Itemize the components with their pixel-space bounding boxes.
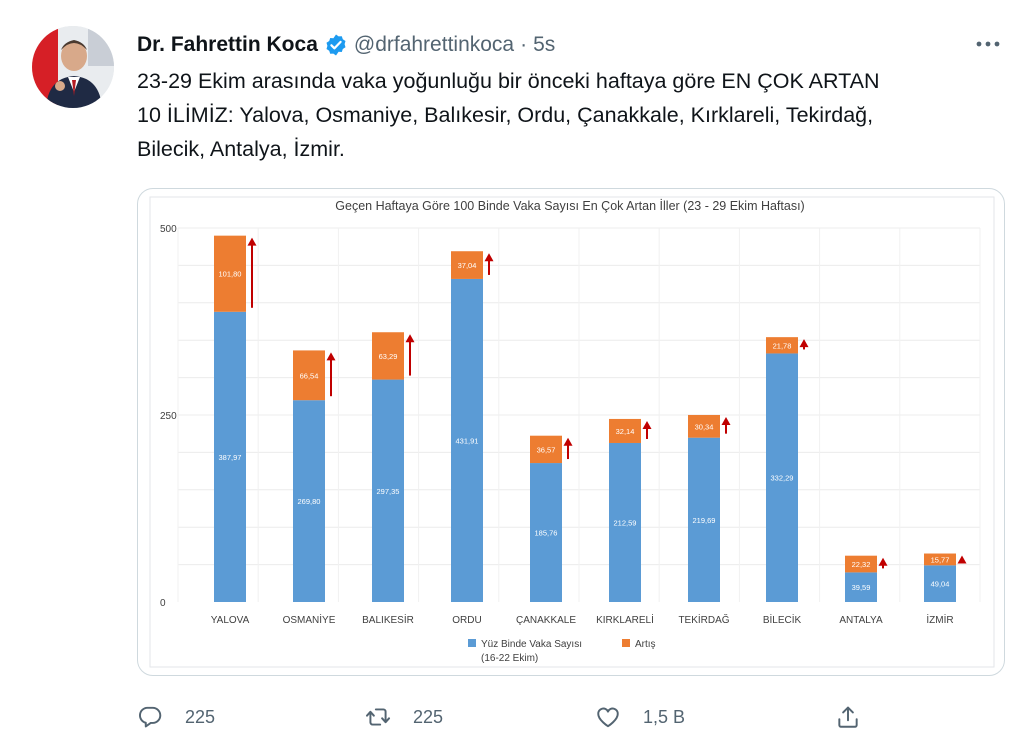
increase-arrow-head <box>878 557 888 566</box>
share-icon <box>838 706 858 728</box>
legend-swatch-increase <box>622 639 630 647</box>
category-label: BİLECİK <box>763 613 802 626</box>
bar-base <box>214 311 246 602</box>
increase-arrow-head <box>484 253 494 262</box>
retweet-button[interactable]: 225 <box>365 700 443 734</box>
bar-base <box>530 463 562 602</box>
more-icon <box>976 41 1000 47</box>
bar-increase <box>530 435 562 464</box>
category-label: ÇANAKKALE <box>516 615 576 626</box>
bar-base <box>924 565 956 602</box>
bar-increase <box>609 418 641 443</box>
tweet-actions: 225 225 1,5 B <box>137 700 877 734</box>
category-label: ANTALYA <box>839 615 883 626</box>
increase-arrow-head <box>247 237 257 246</box>
verified-badge-icon <box>324 33 348 57</box>
category-label: YALOVA <box>211 615 250 626</box>
bar-base <box>845 572 877 602</box>
category-label: ORDU <box>452 615 481 626</box>
legend-label-increase: Artış <box>635 639 656 650</box>
increase-arrow-head <box>799 339 809 348</box>
data-label-base: 269,80 <box>298 497 321 506</box>
tweet-image-card[interactable]: Geçen Haftaya Göre 100 Binde Vaka Sayısı… <box>137 188 1005 676</box>
bar-increase <box>845 555 877 573</box>
reply-icon <box>139 706 162 728</box>
category-label: KIRKLARELİ <box>596 613 654 626</box>
data-label-increase: 22,32 <box>852 560 871 569</box>
author-handle[interactable]: @drfahrettinkoca <box>353 33 515 56</box>
category-label: OSMANİYE <box>283 613 336 626</box>
chart-title: Geçen Haftaya Göre 100 Binde Vaka Sayısı… <box>335 199 804 213</box>
category-label: BALIKESİR <box>362 613 414 626</box>
bar-increase <box>766 337 798 354</box>
data-label-base: 332,29 <box>771 474 794 483</box>
y-tick-label: 250 <box>160 411 177 422</box>
legend-label-base-line2: (16-22 Ekim) <box>481 653 538 664</box>
avatar-portrait-icon <box>32 26 114 108</box>
increase-arrow-head <box>957 555 967 564</box>
tweet-text-line: 23-29 Ekim arasında vaka yoğunluğu bir ö… <box>137 69 880 93</box>
increase-arrow-head <box>405 334 415 343</box>
bar-increase <box>451 251 483 279</box>
bar-base <box>372 379 404 602</box>
increase-arrow-head <box>642 420 652 429</box>
increase-arrow-head <box>563 437 573 446</box>
bar-base <box>609 442 641 602</box>
bar-increase <box>372 332 404 380</box>
legend-swatch-base <box>468 639 476 647</box>
data-label-base: 212,59 <box>614 518 637 527</box>
data-label-increase: 63,29 <box>379 352 398 361</box>
bar-increase <box>293 350 325 401</box>
category-label: İZMİR <box>926 613 953 626</box>
separator-dot: · <box>520 33 528 56</box>
like-button[interactable]: 1,5 B <box>595 700 685 734</box>
y-tick-label: 0 <box>160 598 166 609</box>
reply-count: 225 <box>185 706 216 727</box>
bar-base <box>293 400 325 602</box>
category-label: TEKİRDAĞ <box>678 613 729 626</box>
tweet-text-line: Bilecik, Antalya, İzmir. <box>137 137 345 161</box>
like-count: 1,5 B <box>643 706 686 727</box>
data-label-base: 39,59 <box>852 583 871 592</box>
bar-base <box>451 278 483 602</box>
tweet-header: Dr. Fahrettin Koca @drfahrettinkoca · 5s <box>137 28 555 62</box>
data-label-base: 387,97 <box>219 453 242 462</box>
bar-increase <box>924 553 956 566</box>
bar-chart: Geçen Haftaya Göre 100 Binde Vaka Sayısı… <box>149 196 995 668</box>
more-button[interactable] <box>970 30 1006 58</box>
avatar[interactable] <box>32 26 114 108</box>
author-name[interactable]: Dr. Fahrettin Koca <box>137 33 318 56</box>
y-tick-label: 500 <box>160 224 177 235</box>
data-label-base: 185,76 <box>535 529 558 538</box>
retweet-count: 225 <box>413 706 444 727</box>
data-label-base: 49,04 <box>931 580 950 589</box>
data-label-base: 219,69 <box>693 516 716 525</box>
data-label-increase: 36,57 <box>537 445 556 454</box>
bar-base <box>766 353 798 602</box>
bar-increase <box>214 235 246 312</box>
bar-increase <box>688 414 720 438</box>
data-label-increase: 66,54 <box>300 371 319 380</box>
data-label-increase: 32,14 <box>616 427 635 436</box>
heart-icon <box>597 707 619 728</box>
data-label-increase: 30,34 <box>695 422 714 431</box>
data-label-base: 431,91 <box>456 436 479 445</box>
data-label-increase: 21,78 <box>773 341 792 350</box>
tweet-text: 23-29 Ekim arasında vaka yoğunluğu bir ö… <box>137 64 997 166</box>
tweet-text-line: 10 İLİMİZ: Yalova, Osmaniye, Balıkesir, … <box>137 103 874 127</box>
retweet-icon <box>365 708 391 726</box>
data-label-increase: 101,80 <box>219 270 242 279</box>
data-label-increase: 37,04 <box>458 261 477 270</box>
bar-base <box>688 437 720 602</box>
data-label-increase: 15,77 <box>931 555 950 564</box>
increase-arrow-head <box>326 352 336 361</box>
increase-arrow-head <box>721 416 731 425</box>
share-button[interactable] <box>835 700 861 734</box>
reply-button[interactable]: 225 <box>137 700 215 734</box>
tweet-timestamp[interactable]: 5s <box>533 33 556 56</box>
data-label-base: 297,35 <box>377 487 400 496</box>
legend-label-base: Yüz Binde Vaka Sayısı <box>481 639 582 650</box>
